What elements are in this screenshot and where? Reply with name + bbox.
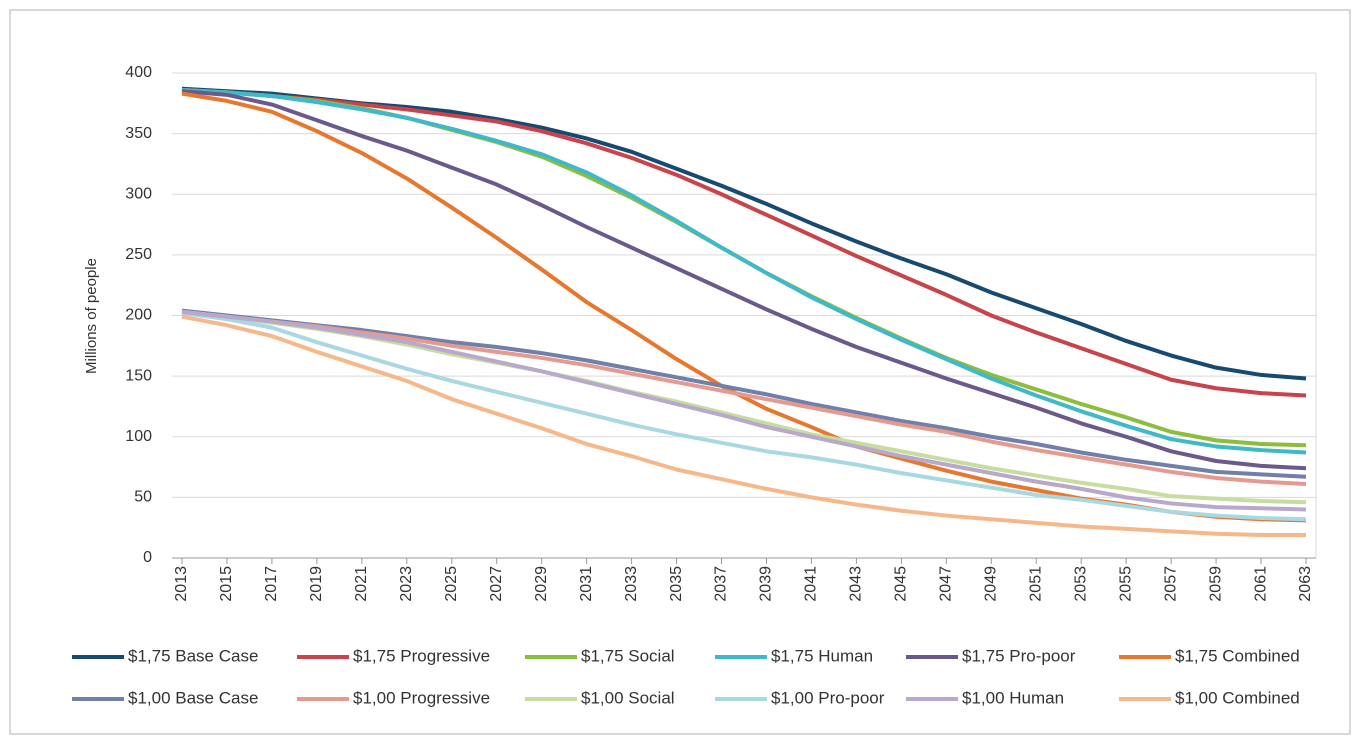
x-tick-label: 2017 <box>263 566 280 602</box>
y-axis-label: Millions of people <box>83 258 100 374</box>
legend-label: $1,00 Pro-poor <box>771 688 885 707</box>
series-line <box>181 314 1306 537</box>
series-line <box>181 308 1307 479</box>
y-tick-label: 50 <box>134 489 152 506</box>
y-tick-label: 150 <box>125 367 152 384</box>
x-tick-label: 2063 <box>1297 566 1314 602</box>
series-line <box>181 87 1307 455</box>
x-tick-label: 2055 <box>1117 566 1134 602</box>
y-tick-label: 0 <box>143 549 152 566</box>
x-tick-label: 2047 <box>938 566 955 602</box>
x-tick-label: 2035 <box>668 566 685 602</box>
legend-label: $1,75 Base Case <box>128 646 258 665</box>
y-tick-label: 350 <box>125 125 152 142</box>
legend-label: $1,00 Human <box>962 688 1064 707</box>
x-tick-label: 2025 <box>443 566 460 602</box>
x-tick-label: 2061 <box>1252 566 1269 602</box>
y-tick-label: 200 <box>125 307 152 324</box>
x-tick-label: 2059 <box>1207 566 1224 602</box>
series-line <box>181 309 1307 505</box>
x-tick-label: 2057 <box>1162 566 1179 602</box>
series-line <box>181 311 1307 522</box>
series-line <box>181 309 1307 487</box>
x-tick-label: 2033 <box>623 566 640 602</box>
x-tick-label: 2013 <box>173 566 190 602</box>
legend-label: $1,75 Pro-poor <box>962 646 1076 665</box>
x-tick-label: 2053 <box>1072 566 1089 602</box>
series-line <box>181 89 1307 471</box>
series-line <box>181 309 1307 512</box>
legend-label: $1,75 Human <box>771 646 873 665</box>
legend-label: $1,00 Combined <box>1175 688 1300 707</box>
y-tick-label: 300 <box>125 185 152 202</box>
y-tick-label: 100 <box>125 428 152 445</box>
x-tick-label: 2015 <box>218 566 235 602</box>
x-tick-label: 2031 <box>578 566 595 602</box>
y-tick-label: 400 <box>125 64 152 81</box>
legend-label: $1,75 Social <box>581 646 675 665</box>
x-tick-label: 2023 <box>398 566 415 602</box>
legend-label: $1,00 Social <box>581 688 675 707</box>
x-tick-label: 2021 <box>353 566 370 602</box>
x-tick-label: 2039 <box>758 566 775 602</box>
x-tick-label: 2029 <box>533 566 550 602</box>
legend-label: $1,00 Progressive <box>353 688 490 707</box>
legend-label: $1,00 Base Case <box>128 688 258 707</box>
legend-label: $1,75 Combined <box>1175 646 1300 665</box>
x-tick-label: 2037 <box>713 566 730 602</box>
x-tick-label: 2019 <box>308 566 325 602</box>
series-line <box>181 91 1307 523</box>
x-tick-label: 2041 <box>803 566 820 602</box>
y-tick-label: 250 <box>125 246 152 263</box>
x-tick-label: 2043 <box>848 566 865 602</box>
x-tick-label: 2045 <box>893 566 910 602</box>
legend-label: $1,75 Progressive <box>353 646 490 665</box>
x-tick-label: 2051 <box>1027 566 1044 602</box>
series-line <box>181 87 1307 398</box>
x-tick-label: 2049 <box>982 566 999 602</box>
chart-frame <box>9 9 1351 735</box>
x-tick-label: 2027 <box>488 566 505 602</box>
